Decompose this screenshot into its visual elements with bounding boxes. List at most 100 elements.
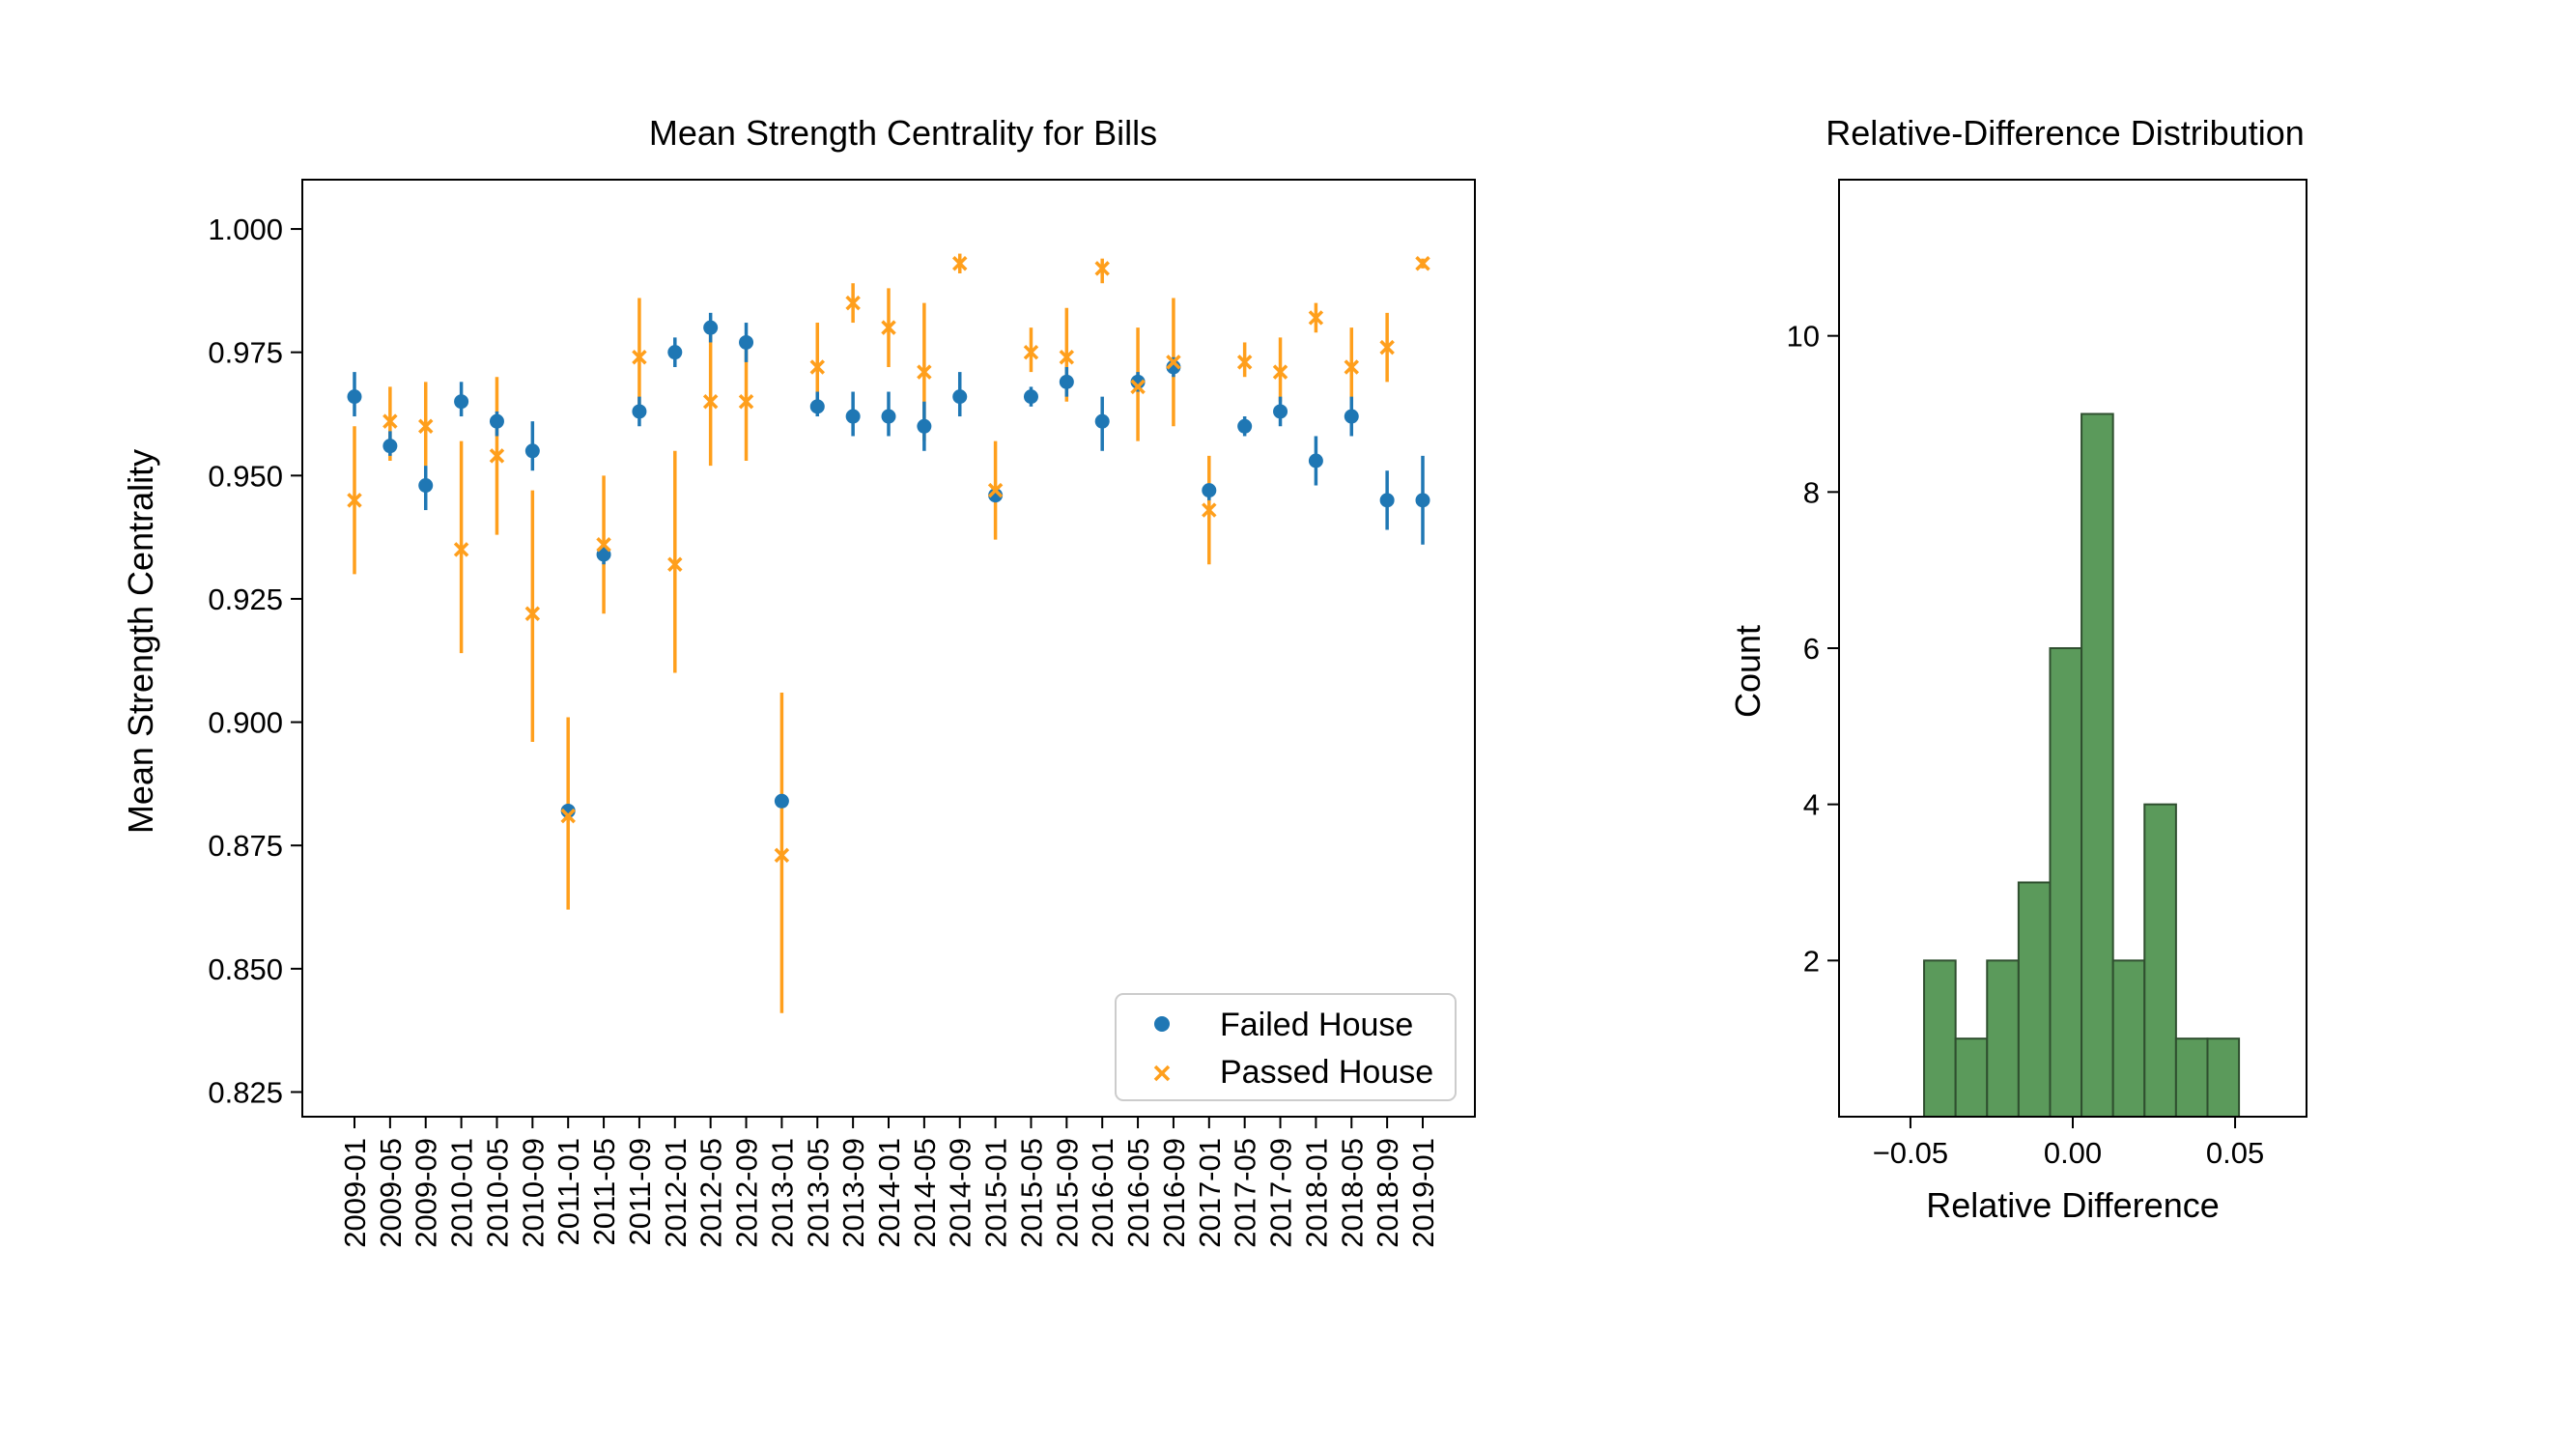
centrality-chart-title: Mean Strength Centrality for Bills xyxy=(649,113,1157,153)
centrality-x-tick-label: 2018-05 xyxy=(1335,1138,1369,1248)
legend-frame xyxy=(1115,993,1457,1101)
histogram-bar xyxy=(2174,1037,2209,1118)
passed-point xyxy=(596,537,611,553)
failed-point xyxy=(917,418,932,434)
centrality-x-tick-label: 2012-01 xyxy=(659,1138,693,1248)
centrality-x-tick-label: 2010-09 xyxy=(516,1138,550,1248)
centrality-y-axis: 0.825 0.850 0.875 0.900 0.925 0.950 0.975 1.000 xyxy=(208,213,302,1109)
histogram-bar xyxy=(2081,412,2114,1118)
histogram-bar xyxy=(2143,803,2177,1119)
failed-point xyxy=(418,478,434,494)
centrality-x-tick-label: 2017-09 xyxy=(1264,1138,1298,1248)
histogram-bar xyxy=(2111,959,2146,1118)
passed-point xyxy=(417,418,434,435)
centrality-x-tick-label: 2016-01 xyxy=(1086,1138,1119,1248)
passed-point xyxy=(987,482,1004,498)
centrality-x-tick-label: 2012-09 xyxy=(730,1138,764,1248)
histogram-x-axis: −0.05 0.00 0.05 xyxy=(1873,1117,2264,1170)
centrality-y-tick-label: 0.900 xyxy=(208,706,283,740)
passed-point xyxy=(1308,310,1324,326)
histogram-y-tick-label: 10 xyxy=(1787,320,1820,354)
histogram-y-tick-label: 4 xyxy=(1803,788,1820,822)
passed-point xyxy=(917,364,932,380)
passed-point xyxy=(632,350,647,365)
failed-point xyxy=(739,334,754,350)
failed-point xyxy=(667,345,683,360)
failed-point xyxy=(1237,418,1253,434)
failed-point xyxy=(845,409,861,424)
centrality-x-tick-label: 2014-05 xyxy=(908,1138,942,1248)
passed-point xyxy=(1130,379,1146,395)
centrality-x-tick-label: 2009-05 xyxy=(374,1138,408,1248)
failed-point xyxy=(1094,413,1110,429)
centrality-x-tick-label: 2015-05 xyxy=(1014,1138,1048,1248)
passed-point xyxy=(1059,350,1075,365)
passed-point xyxy=(1166,355,1181,370)
failed-point xyxy=(347,389,362,405)
histogram-bars xyxy=(1923,412,2241,1119)
passed-point xyxy=(1344,359,1360,375)
passed-point xyxy=(524,606,541,622)
passed-point xyxy=(809,359,826,375)
failed-point xyxy=(809,399,825,414)
centrality-x-tick-label: 2015-09 xyxy=(1050,1138,1084,1248)
centrality-x-tick-label: 2018-01 xyxy=(1299,1138,1333,1248)
passed-point xyxy=(1202,502,1217,518)
centrality-x-tick-label: 2013-01 xyxy=(765,1138,799,1248)
failed-point xyxy=(774,793,789,809)
histogram-x-axis-label: Relative Difference xyxy=(1926,1185,2220,1225)
passed-point xyxy=(489,448,505,464)
passed-point xyxy=(951,256,968,271)
histogram-bar xyxy=(1954,1037,1989,1118)
failed-point xyxy=(596,547,611,562)
centrality-x-tick-label: 2009-01 xyxy=(338,1138,372,1248)
centrality-y-tick-label: 0.925 xyxy=(208,582,283,616)
failed-point xyxy=(1273,404,1288,419)
passed-point xyxy=(667,556,683,572)
failed-point xyxy=(632,404,647,419)
histogram-y-axis-label: Count xyxy=(1728,625,1768,718)
centrality-x-tick-label: 2011-09 xyxy=(623,1138,657,1245)
passed-point xyxy=(560,808,576,824)
failed-point xyxy=(1379,493,1395,508)
passed-point xyxy=(347,493,362,508)
legend-failed-marker xyxy=(1154,1016,1170,1032)
centrality-x-tick-label: 2012-05 xyxy=(694,1138,728,1248)
histogram-y-tick-label: 2 xyxy=(1803,944,1820,978)
passed-point xyxy=(1415,256,1430,271)
passed-point xyxy=(845,295,861,311)
centrality-legend: Failed House Passed House xyxy=(1115,993,1457,1101)
histogram-bar xyxy=(1986,959,2020,1118)
passed-point xyxy=(1379,339,1395,355)
passed-point xyxy=(382,413,398,429)
histogram-y-tick-label: 6 xyxy=(1803,632,1820,666)
histogram-bar xyxy=(2206,1037,2241,1118)
histogram-title: Relative-Difference Distribution xyxy=(1826,113,2305,153)
centrality-x-tick-label: 2010-01 xyxy=(445,1138,479,1248)
passed-point xyxy=(702,393,719,410)
centrality-x-tick-label: 2016-05 xyxy=(1121,1138,1155,1248)
centrality-x-tick-label: 2018-09 xyxy=(1371,1138,1404,1248)
passed-point xyxy=(1094,261,1110,276)
centrality-x-tick-label: 2017-01 xyxy=(1193,1138,1227,1248)
centrality-x-tick-label: 2014-01 xyxy=(872,1138,906,1248)
histogram-x-tick-label: −0.05 xyxy=(1873,1136,1948,1170)
histogram-bar xyxy=(2049,647,2083,1118)
histogram-y-axis: 2 4 6 8 10 xyxy=(1787,320,1839,978)
failed-point xyxy=(382,439,398,454)
passed-point xyxy=(881,320,896,335)
passed-point xyxy=(453,542,469,557)
histogram-bar xyxy=(1923,959,1957,1118)
centrality-x-tick-label: 2015-01 xyxy=(979,1138,1013,1248)
histogram-x-tick-label: 0.00 xyxy=(2044,1136,2102,1170)
failed-point xyxy=(489,413,504,429)
centrality-x-tick-label: 2013-09 xyxy=(836,1138,870,1248)
centrality-x-tick-label: 2014-09 xyxy=(944,1138,977,1248)
centrality-x-tick-label: 2019-01 xyxy=(1406,1138,1440,1248)
failed-point xyxy=(524,443,540,459)
centrality-x-tick-label: 2011-01 xyxy=(552,1138,585,1245)
centrality-y-tick-label: 0.875 xyxy=(208,829,283,863)
failed-point xyxy=(1308,453,1323,469)
failed-point xyxy=(454,394,469,410)
failed-point xyxy=(703,320,719,335)
